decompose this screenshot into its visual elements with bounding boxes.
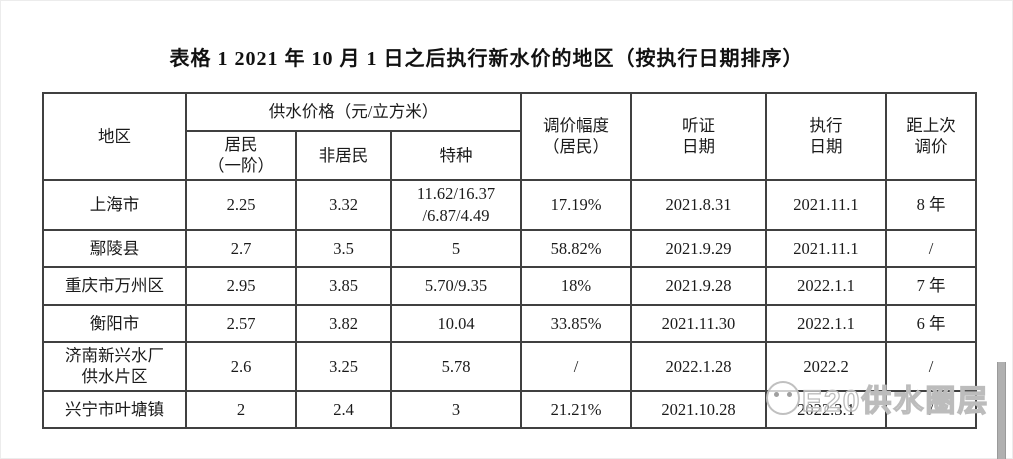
cell-region: 衡阳市 bbox=[42, 303, 187, 343]
table-row: 衡阳市 2.57 3.82 10.04 33.85% 2021.11.30 20… bbox=[42, 303, 977, 343]
cell-execute-date: 2022.1.1 bbox=[765, 303, 887, 343]
cell-resident-price: 2.6 bbox=[185, 340, 297, 392]
cell-non-resident-price: 3.32 bbox=[295, 178, 392, 231]
cell-non-resident-price: 3.85 bbox=[295, 265, 392, 306]
cell-special-price: 3 bbox=[390, 389, 522, 429]
header-row-2: 居民 （一阶） 非居民 特种 bbox=[43, 130, 976, 181]
header-hearing-date: 听证 日期 bbox=[630, 92, 767, 181]
cell-special-price: 5 bbox=[390, 228, 522, 268]
cell-since-last: 7 年 bbox=[885, 265, 977, 306]
cell-non-resident-price: 3.25 bbox=[295, 340, 392, 392]
table-row: 鄢陵县 2.7 3.5 5 58.82% 2021.9.29 2021.11.1… bbox=[42, 228, 977, 268]
cell-adjust: 58.82% bbox=[520, 228, 632, 268]
scrollbar-thumb[interactable] bbox=[997, 362, 1006, 459]
water-price-table: 地区 供水价格（元/立方米） 调价幅度 （居民） 听证 日期 执行 日期 距上次… bbox=[42, 92, 977, 429]
table-row: 兴宁市叶塘镇 2 2.4 3 21.21% 2021.10.28 2022.3.… bbox=[42, 389, 977, 429]
header-execute-date: 执行 日期 bbox=[765, 92, 887, 181]
cell-special-price: 10.04 bbox=[390, 303, 522, 343]
cell-execute-date: 2022.2 bbox=[765, 340, 887, 392]
cell-hearing-date: 2022.1.28 bbox=[630, 340, 767, 392]
cell-non-resident-price: 3.5 bbox=[295, 228, 392, 268]
header-resident: 居民 （一阶） bbox=[185, 130, 297, 181]
table-row: 重庆市万州区 2.95 3.85 5.70/9.35 18% 2021.9.28… bbox=[42, 265, 977, 306]
cell-adjust: 21.21% bbox=[520, 389, 632, 429]
cell-execute-date: 2022.1.1 bbox=[765, 265, 887, 306]
cell-hearing-date: 2021.9.29 bbox=[630, 228, 767, 268]
cell-non-resident-price: 2.4 bbox=[295, 389, 392, 429]
cell-since-last: 8 年 bbox=[885, 178, 977, 231]
header-non-resident: 非居民 bbox=[295, 130, 392, 181]
table-row: 上海市 2.25 3.32 11.62/16.37 /6.87/4.49 17.… bbox=[42, 178, 977, 231]
header-row-1: 地区 供水价格（元/立方米） 调价幅度 （居民） 听证 日期 执行 日期 距上次… bbox=[42, 92, 977, 181]
cell-special-price: 5.70/9.35 bbox=[390, 265, 522, 306]
header-since-last: 距上次 调价 bbox=[885, 92, 977, 181]
cell-region: 上海市 bbox=[42, 178, 187, 231]
cell-since-last: / bbox=[885, 228, 977, 268]
cell-execute-date: 2021.11.1 bbox=[765, 228, 887, 268]
cell-non-resident-price: 3.82 bbox=[295, 303, 392, 343]
cell-region: 鄢陵县 bbox=[42, 228, 187, 268]
cell-adjust: 33.85% bbox=[520, 303, 632, 343]
cell-hearing-date: 2021.9.28 bbox=[630, 265, 767, 306]
cell-resident-price: 2.25 bbox=[185, 178, 297, 231]
header-price-group: 供水价格（元/立方米） bbox=[185, 92, 522, 132]
header-special: 特种 bbox=[390, 130, 522, 181]
cell-special-price: 5.78 bbox=[390, 340, 522, 392]
cell-since-last: / bbox=[885, 340, 977, 392]
header-adjust: 调价幅度 （居民） bbox=[520, 92, 632, 181]
cell-special-price: 11.62/16.37 /6.87/4.49 bbox=[390, 178, 522, 231]
cell-execute-date: 2021.11.1 bbox=[765, 178, 887, 231]
cell-hearing-date: 2021.8.31 bbox=[630, 178, 767, 231]
cell-since-last: 6 年 bbox=[885, 303, 977, 343]
table-row: 济南新兴水厂 供水片区 2.6 3.25 5.78 / 2022.1.28 20… bbox=[42, 340, 977, 392]
cell-region: 济南新兴水厂 供水片区 bbox=[42, 340, 187, 392]
cell-adjust: 18% bbox=[520, 265, 632, 306]
cell-region: 重庆市万州区 bbox=[42, 265, 187, 306]
cell-region: 兴宁市叶塘镇 bbox=[42, 389, 187, 429]
cell-execute-date: 2022.3.1 bbox=[765, 389, 887, 429]
cell-adjust: 17.19% bbox=[520, 178, 632, 231]
cell-resident-price: 2.95 bbox=[185, 265, 297, 306]
cell-hearing-date: 2021.10.28 bbox=[630, 389, 767, 429]
cell-hearing-date: 2021.11.30 bbox=[630, 303, 767, 343]
header-region: 地区 bbox=[42, 92, 187, 181]
cell-resident-price: 2.57 bbox=[185, 303, 297, 343]
page-title: 表格 1 2021 年 10 月 1 日之后执行新水价的地区（按执行日期排序） bbox=[169, 48, 804, 70]
cell-adjust: / bbox=[520, 340, 632, 392]
cell-since-last: / bbox=[885, 389, 977, 429]
cell-resident-price: 2.7 bbox=[185, 228, 297, 268]
cell-resident-price: 2 bbox=[185, 389, 297, 429]
